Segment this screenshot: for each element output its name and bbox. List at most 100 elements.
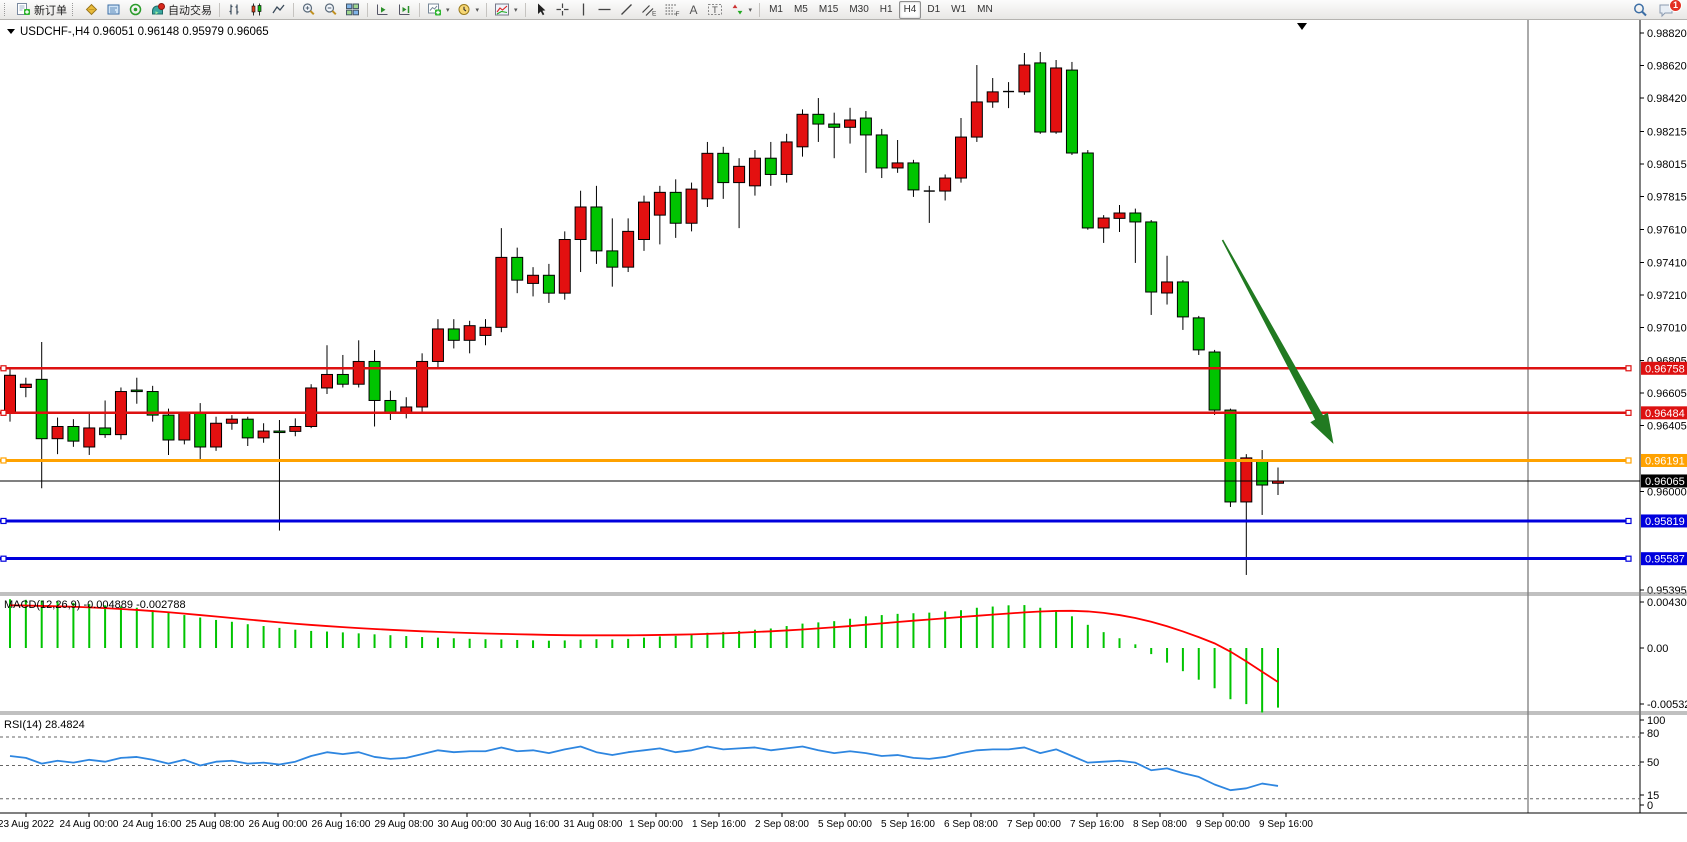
line-handle[interactable] [1625,409,1632,416]
horizontal-line-object[interactable]: 0.95819 [0,514,1687,528]
macd-pane[interactable]: MACD(12,26,9) -0.004889 -0.002788 [4,599,1279,713]
timeframe-h1-button[interactable]: H1 [879,3,893,15]
collapse-triangle-icon[interactable] [7,29,15,34]
label-text: 23 Aug 2022 [0,819,55,830]
label-text: 26 Aug 16:00 [312,819,371,830]
rsi-pane[interactable]: RSI(14) 28.4824 [0,719,1640,800]
indicators-button[interactable]: ▾ [491,0,521,20]
line-handle[interactable] [0,365,7,372]
bar-chart-button[interactable] [224,0,245,20]
candle-body [210,422,223,448]
autotrading-button[interactable]: 自动交易 [147,0,215,20]
new-order-button[interactable]: 新订单 [13,0,70,20]
line-chart-button[interactable] [268,0,289,20]
timeframe-w1-button[interactable]: W1 [951,3,967,15]
candle-body [907,162,920,191]
trend-arrow-annotation[interactable] [1221,239,1334,444]
auto-scroll-button[interactable] [372,0,393,20]
line-handle[interactable] [0,555,7,562]
line-handle[interactable] [0,517,7,525]
label-text: 0.97815 [1647,191,1687,203]
toolbar-grip[interactable] [72,3,77,16]
candlestick-chart-button[interactable] [246,0,267,20]
svg-text:F: F [675,11,679,17]
macd-histogram-bar [167,612,170,648]
signals-button[interactable] [125,0,146,20]
price-axis[interactable]: 0.98820 0.98620 0.98420 0.98215 0.98015 0.978… [1639,20,1687,813]
horizontal-line-object[interactable]: 0.96484 [0,406,1687,420]
line-handle[interactable] [0,457,7,464]
vertical-line-button[interactable] [574,0,593,20]
candle-body [828,123,841,128]
macd-histogram-bar [88,604,91,648]
arrows-button[interactable]: ▾ [727,0,756,20]
bid-price-line[interactable]: 0.96065 [0,474,1687,488]
time-axis[interactable]: 23 Aug 2022 24 Aug 00:00 24 Aug 16:00 25 Au… [0,812,1687,830]
trendline-button[interactable] [616,0,637,20]
horizontal-line-button[interactable] [594,0,615,20]
macd-histogram-bar [1229,648,1232,700]
data-window-icon [107,4,120,15]
macd-histogram-bar [1118,638,1121,648]
tile-windows-button[interactable] [342,0,363,20]
chart-shift-marker-icon[interactable] [1297,23,1307,30]
toolbar-separator [293,2,294,17]
text-label-button[interactable]: T [704,0,726,20]
horizontal-line-object[interactable]: 0.96758 [0,361,1687,376]
timeframe-m5-button[interactable]: M5 [793,3,808,15]
tile-windows-icon [346,3,359,16]
line-handle[interactable] [0,409,7,416]
horizontal-line-object[interactable]: 0.95587 [0,552,1687,566]
label-text: 24 Aug 16:00 [123,819,182,830]
line-handle[interactable] [1625,457,1632,464]
timeframe-m30-button[interactable]: M30 [849,3,869,15]
timeframe-m1-button[interactable]: M1 [769,3,783,15]
macd-histogram-bar [421,637,424,648]
candle-body [1192,317,1205,351]
candle-body [812,113,825,125]
line-handle[interactable] [1625,365,1632,372]
line-handle[interactable] [1625,555,1632,562]
timeframe-h4-button[interactable]: H4 [898,0,922,19]
chart-shift-button[interactable] [394,0,415,20]
timeframe-d1-button[interactable]: D1 [927,3,941,15]
fibonacci-button[interactable]: F [661,0,683,20]
toolbar-grip[interactable] [4,3,9,16]
new-chart-button[interactable]: ▾ [424,0,453,20]
candle-body [748,157,761,187]
symbol-ohlc-label: USDCHF-,H4 0.96051 0.96148 0.95979 0.960… [7,26,269,38]
macd-histogram-bar [880,615,883,648]
price-badge [1641,552,1687,566]
text-button[interactable]: A [684,0,703,20]
horizontal-line-object[interactable]: 0.96191 [0,453,1687,468]
macd-histogram-bar [294,629,297,648]
market-watch-button[interactable] [81,0,102,20]
equidistant-channel-button[interactable]: E [638,0,660,20]
label-text: 50 [1647,757,1659,769]
macd-histogram-bar [516,639,519,648]
candle-body [225,418,238,424]
timeframe-mn-button[interactable]: MN [977,3,993,15]
macd-histogram-bar [230,621,233,648]
macd-histogram-bar [278,627,281,648]
notifications-button[interactable]: 1 [1655,0,1682,20]
profiles-button[interactable]: ▾ [454,0,483,20]
line-handle[interactable] [1625,517,1632,525]
price-badge [1641,474,1687,488]
zoom-out-button[interactable] [320,0,341,20]
chart-canvas[interactable]: 0.98820 0.98620 0.98420 0.98215 0.98015 0.978… [0,20,1687,837]
candle-body [1097,217,1110,229]
candlestick-icon [251,3,262,16]
candles[interactable] [4,52,1284,575]
timeframe-m15-button[interactable]: M15 [818,3,839,15]
cursor-button[interactable] [530,0,551,20]
zoom-in-button[interactable] [298,0,319,20]
search-button[interactable] [1629,0,1651,20]
candle-body [463,325,476,341]
candle-body [305,387,318,427]
candle-body [336,373,349,385]
macd-histogram-bar [1134,644,1137,648]
indicators-icon [495,3,510,16]
crosshair-button[interactable] [552,0,573,20]
data-window-button[interactable] [103,0,124,20]
